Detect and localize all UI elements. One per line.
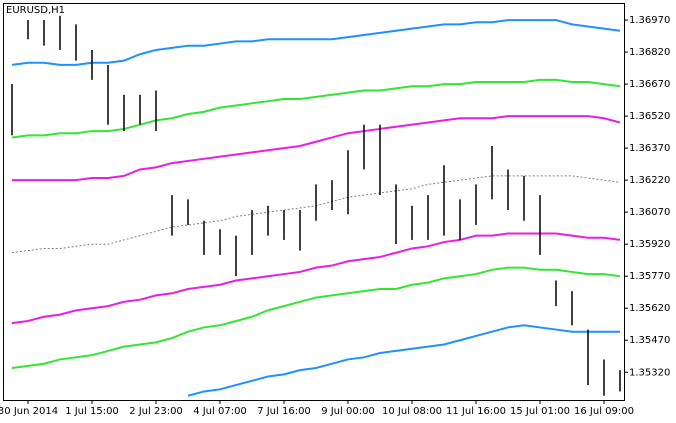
y-tick-label: 1.35770 bbox=[629, 271, 670, 282]
x-tick-label: 15 Jul 01:00 bbox=[510, 406, 570, 417]
x-tick-label: 4 Jul 07:00 bbox=[193, 406, 247, 417]
band-line bbox=[187, 324, 620, 397]
plot-frame bbox=[3, 3, 625, 401]
x-tick-label: 9 Jul 00:00 bbox=[321, 406, 375, 417]
y-tick-label: 1.36070 bbox=[629, 207, 670, 218]
y-tick-label: 1.35620 bbox=[629, 303, 670, 314]
band-line bbox=[11, 78, 621, 139]
band-line bbox=[11, 19, 621, 66]
x-tick-label: 1 Jul 15:00 bbox=[65, 406, 119, 417]
y-tick-label: 1.36370 bbox=[629, 143, 670, 154]
x-tick-label: 30 Jun 2014 bbox=[0, 406, 58, 417]
x-tick-label: 10 Jul 08:00 bbox=[382, 406, 442, 417]
chart-title: EURUSD,H1 bbox=[6, 5, 65, 16]
y-tick-label: 1.36820 bbox=[629, 47, 670, 58]
y-tick-label: 1.35320 bbox=[629, 367, 670, 378]
y-tick-label: 1.36220 bbox=[629, 175, 670, 186]
band-line bbox=[11, 232, 621, 325]
band-line bbox=[12, 115, 621, 182]
x-tick-label: 2 Jul 23:00 bbox=[129, 406, 183, 417]
y-tick-label: 1.35920 bbox=[629, 239, 670, 250]
x-tick-label: 16 Jul 09:00 bbox=[574, 406, 634, 417]
x-tick-label: 11 Jul 16:00 bbox=[446, 406, 506, 417]
y-tick-label: 1.36970 bbox=[629, 15, 670, 26]
y-tick-label: 1.35470 bbox=[629, 335, 670, 346]
y-tick-label: 1.36670 bbox=[629, 79, 670, 90]
y-tick-label: 1.36520 bbox=[629, 111, 670, 122]
band-line bbox=[11, 266, 621, 369]
x-tick-label: 7 Jul 16:00 bbox=[257, 406, 311, 417]
